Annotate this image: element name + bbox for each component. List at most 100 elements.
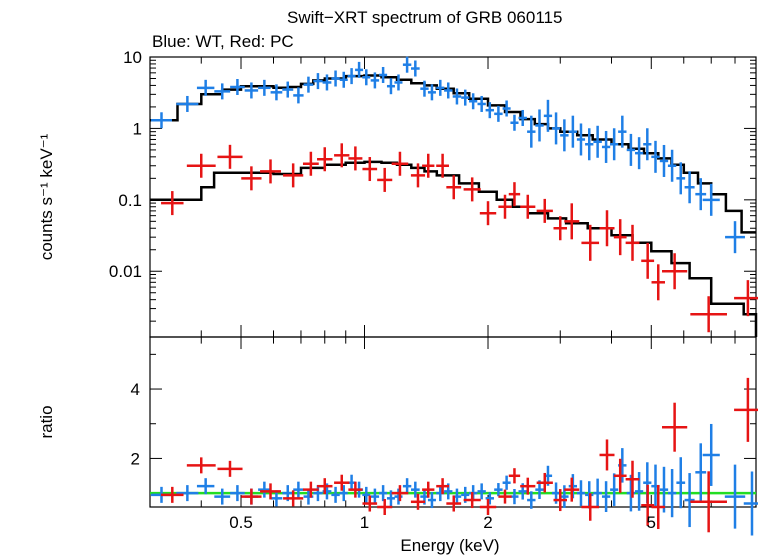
pc-ratio-point — [641, 484, 655, 526]
wt-ratio-point — [659, 466, 669, 513]
ratio-y-axis-title: ratio — [37, 405, 56, 438]
pc-point — [734, 280, 758, 317]
wt-point — [436, 79, 445, 96]
wt-ratio-point — [339, 485, 348, 502]
pc-point — [260, 159, 281, 184]
pc-point — [613, 219, 627, 256]
wt-point — [427, 84, 436, 101]
y-tick-label: 10 — [123, 48, 142, 67]
x-tick-label: 2 — [483, 513, 492, 532]
wt-point — [485, 102, 494, 119]
pc-ratio-point — [734, 377, 758, 442]
wt-ratio-point — [667, 469, 677, 518]
wt-point — [214, 83, 231, 100]
y-tick-label: 0.1 — [118, 191, 142, 210]
pc-point — [581, 224, 600, 261]
wt-point — [370, 72, 380, 89]
pc-point — [348, 146, 363, 171]
pc-ratio-point — [283, 490, 304, 507]
wt-ratio-point — [676, 457, 686, 509]
plot-title: Swift−XRT spectrum of GRB 060115 — [287, 8, 563, 27]
wt-ratio-point — [362, 486, 371, 503]
wt-point — [258, 79, 271, 96]
pc-point — [334, 143, 350, 168]
wt-ratio-point — [485, 492, 494, 505]
pc-ratio-point — [536, 472, 553, 493]
pc-ratio-point — [625, 460, 640, 498]
x-tick-label: 5 — [647, 513, 656, 532]
wt-ratio-point — [258, 481, 271, 498]
wt-ratio-point — [176, 485, 199, 502]
wt-point — [461, 89, 470, 106]
pc-ratio-point — [581, 493, 600, 521]
pc-ratio-point — [161, 486, 184, 503]
pc-ratio-point — [186, 457, 216, 474]
pc-point — [302, 151, 319, 176]
ratio-tick-label: 4 — [131, 380, 140, 399]
wt-point — [313, 73, 323, 90]
x-tick-label: 1 — [360, 513, 369, 532]
wt-point — [402, 56, 412, 73]
pc-point — [161, 191, 184, 216]
pc-ratio-point — [690, 471, 727, 533]
pc-point — [651, 264, 665, 301]
wt-point — [452, 88, 462, 105]
pc-point — [217, 144, 243, 169]
wt-point — [676, 162, 686, 195]
wt-point — [543, 99, 553, 132]
pc-point — [553, 216, 568, 241]
wt-ratio-point — [370, 488, 380, 505]
pc-ratio-point — [377, 499, 393, 515]
wt-ratio-point — [331, 486, 340, 503]
wt-ratio-point — [386, 490, 395, 507]
pc-point — [422, 153, 435, 178]
wt-ratio-point — [593, 478, 602, 508]
pc-point — [317, 147, 333, 172]
x-axis-title: Energy (keV) — [400, 536, 499, 555]
wt-point — [626, 133, 636, 166]
wt-point — [394, 74, 403, 91]
wt-point — [322, 74, 332, 91]
wt-point — [635, 137, 644, 170]
plot-frames — [149, 56, 757, 508]
pc-point — [498, 194, 512, 219]
wt-point — [684, 171, 695, 204]
wt-point — [560, 119, 569, 152]
pc-point — [662, 253, 688, 290]
pc-ratio-point — [662, 402, 688, 452]
wt-ratio-point — [394, 488, 403, 505]
wt-ratio-point — [527, 491, 536, 509]
wt-ratio-point — [494, 483, 503, 497]
wt-point — [618, 115, 627, 148]
wt-ratio-point — [230, 485, 245, 502]
wt-point — [420, 80, 429, 97]
wt-ratio-point — [410, 481, 420, 498]
pc-ratio-point — [241, 488, 262, 505]
pc-ratio-point — [508, 468, 521, 484]
pc-ratio-point — [520, 477, 536, 495]
wt-point — [270, 84, 283, 101]
wt-ratio-point — [313, 485, 323, 502]
wt-ratio-point — [270, 490, 283, 507]
axis-labels: 10 1 0.1 0.01 2 4 0.5 1 2 5 Energy (keV) counts s⁻¹… — [37, 48, 656, 555]
wt-point — [659, 144, 669, 177]
wt-point — [379, 66, 388, 83]
wt-point — [725, 221, 745, 254]
wt-point — [510, 114, 519, 131]
wt-point — [293, 87, 304, 104]
wt-point — [518, 109, 527, 126]
pc-point — [641, 242, 655, 279]
wt-point — [643, 128, 652, 161]
model-line-pc — [150, 160, 758, 337]
wt-point — [502, 100, 511, 117]
pc-point — [186, 153, 216, 178]
wt-point — [494, 105, 503, 122]
wt-point — [593, 125, 602, 158]
wt-point — [576, 123, 586, 156]
pc-ratio-point — [362, 495, 378, 512]
pc-point — [508, 182, 521, 207]
pc-ratio-point — [564, 477, 580, 502]
pc-point — [599, 210, 615, 247]
x-tick-label: 0.5 — [229, 513, 253, 532]
